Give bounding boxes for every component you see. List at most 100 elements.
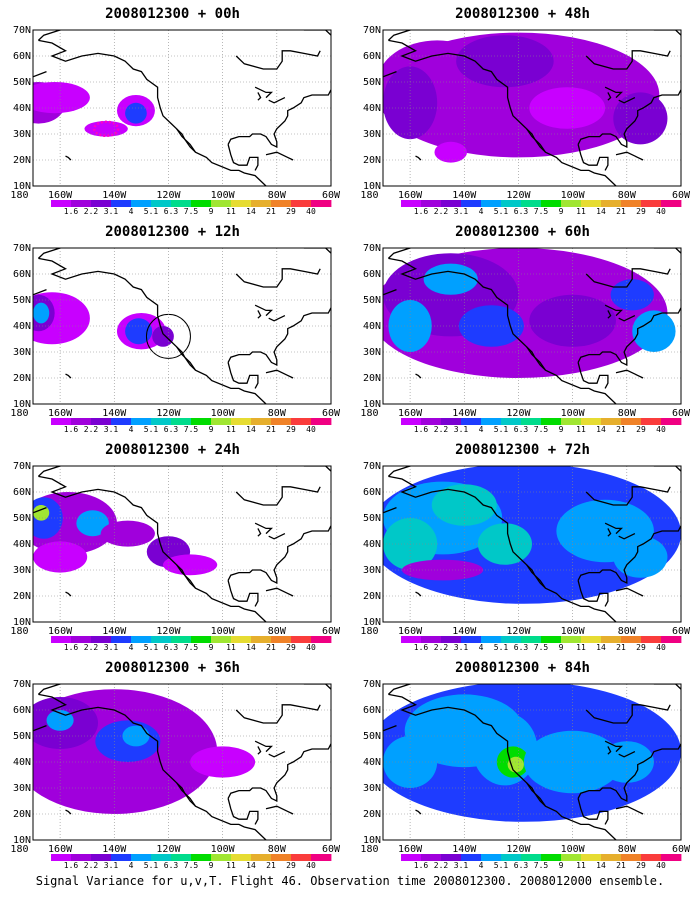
colorbar-swatch [601, 854, 622, 861]
lon-label: 60W [672, 190, 691, 201]
colorbar-swatch [501, 200, 522, 207]
colorbar-label: 2.2 [84, 643, 99, 652]
colorbar-swatch [421, 854, 442, 861]
colorbar-label: 9 [559, 861, 564, 870]
lat-label: 10N [363, 617, 381, 628]
colorbar-swatch [661, 636, 682, 643]
coastline-segment [33, 70, 47, 78]
lat-label: 30N [13, 783, 31, 794]
lon-label: 120W [506, 844, 531, 855]
colorbar-label: 5.1 [144, 425, 159, 434]
coastline-segment [227, 144, 259, 171]
lat-label: 40N [13, 103, 31, 114]
coastline-segment [585, 704, 671, 724]
colorbar-label: 14 [596, 425, 606, 434]
coastline-segment [577, 798, 609, 825]
colorbar-label: 3.1 [104, 425, 119, 434]
colorbar-label: 40 [306, 207, 316, 216]
coastline-segment [577, 144, 609, 171]
colorbar-label: 4 [479, 861, 484, 870]
variance-blob [507, 756, 524, 773]
figure-caption: Signal Variance for u,v,T. Flight 46. Ob… [35, 874, 665, 888]
colorbar: 1.6 2.2 3.1 4 5.1 6.3 7.5 9 11 14 21 29 40 [401, 636, 682, 652]
colorbar-swatch [171, 854, 192, 861]
map-canvas: 10N 20N 30N 40N 50N 60N 70N 180 160W 140W 120W 100W… [10, 25, 341, 216]
colorbar: 1.6 2.2 3.1 4 5.1 6.3 7.5 9 11 14 21 29 40 [401, 200, 682, 216]
lat-label: 50N [13, 295, 31, 306]
colorbar-label: 7.5 [184, 207, 199, 216]
lon-label: 60W [672, 626, 691, 637]
coastline-segment [65, 373, 72, 379]
coastline-segment [383, 506, 397, 514]
lon-label: 100W [561, 190, 586, 201]
lat-label: 10N [363, 399, 381, 410]
colorbar-label: 40 [656, 425, 666, 434]
gridlines [383, 684, 681, 840]
colorbar-label: 2.2 [434, 425, 449, 434]
colorbar-swatch [441, 854, 462, 861]
colorbar-swatch [151, 854, 172, 861]
colorbar-swatch [171, 418, 192, 425]
colorbar-label: 21 [266, 425, 276, 434]
panel-title: 2008012300 + 84h [455, 660, 590, 676]
lon-label: 120W [156, 190, 181, 201]
colorbar-label: 21 [616, 207, 626, 216]
colorbar: 1.6 2.2 3.1 4 5.1 6.3 7.5 9 11 14 21 29 40 [401, 854, 682, 870]
colorbar-swatch [521, 636, 542, 643]
colorbar-swatch [91, 200, 112, 207]
colorbar-swatch [51, 418, 72, 425]
colorbar-swatch [501, 418, 522, 425]
colorbar-label: 14 [596, 207, 606, 216]
colorbar-label: 6.3 [164, 207, 179, 216]
coastline-segment [265, 151, 294, 161]
coastline-segment [383, 288, 397, 296]
lat-label: 40N [363, 321, 381, 332]
lat-label: 50N [363, 295, 381, 306]
panel-title: 2008012300 + 36h [105, 660, 240, 676]
colorbar-swatch [211, 418, 232, 425]
lon-label: 140W [452, 408, 477, 419]
lat-label: 70N [363, 25, 381, 36]
coastline-segment [65, 809, 72, 815]
coastline-segment [383, 724, 397, 732]
colorbar-swatch [641, 200, 662, 207]
colorbar-swatch [231, 200, 252, 207]
lat-label: 70N [13, 679, 31, 690]
coastline-segment [235, 704, 321, 724]
lat-label: 30N [363, 783, 381, 794]
coastline-segment [615, 805, 644, 815]
lon-label: 180 [360, 844, 378, 855]
lat-label: 10N [363, 181, 381, 192]
lon-label: 100W [211, 190, 236, 201]
lon-label: 80W [268, 408, 287, 419]
colorbar-label: 1.6 [414, 207, 429, 216]
coastline-segment [387, 466, 411, 477]
colorbar-swatch [581, 418, 602, 425]
colorbar-label: 29 [636, 643, 646, 652]
lon-label: 160W [398, 408, 423, 419]
colorbar-label: 29 [636, 425, 646, 434]
lon-label: 60W [322, 626, 341, 637]
lon-label: 80W [268, 844, 287, 855]
lon-label: 120W [156, 408, 181, 419]
colorbar-label: 21 [266, 861, 276, 870]
coastline-segment [37, 248, 61, 259]
lat-label: 10N [13, 835, 31, 846]
lake-outline [257, 528, 262, 537]
lat-label: 70N [363, 679, 381, 690]
coastline-segment [37, 466, 61, 477]
colorbar-swatch [601, 418, 622, 425]
map-figure: 10N 20N 30N 40N 50N 60N 70N 180 160W 140W 120W 100W… [360, 243, 691, 434]
variance-blob [434, 141, 467, 163]
colorbar-swatch [211, 854, 232, 861]
colorbar-swatch [311, 200, 332, 207]
colorbar-label: 4 [129, 861, 134, 870]
colorbar-swatch [661, 200, 682, 207]
lon-label: 120W [156, 626, 181, 637]
lon-label: 160W [398, 844, 423, 855]
colorbar-swatch [111, 200, 132, 207]
colorbar-label: 40 [656, 643, 666, 652]
colorbar-label: 40 [656, 207, 666, 216]
colorbar-swatch [441, 418, 462, 425]
colorbar-label: 14 [246, 207, 256, 216]
